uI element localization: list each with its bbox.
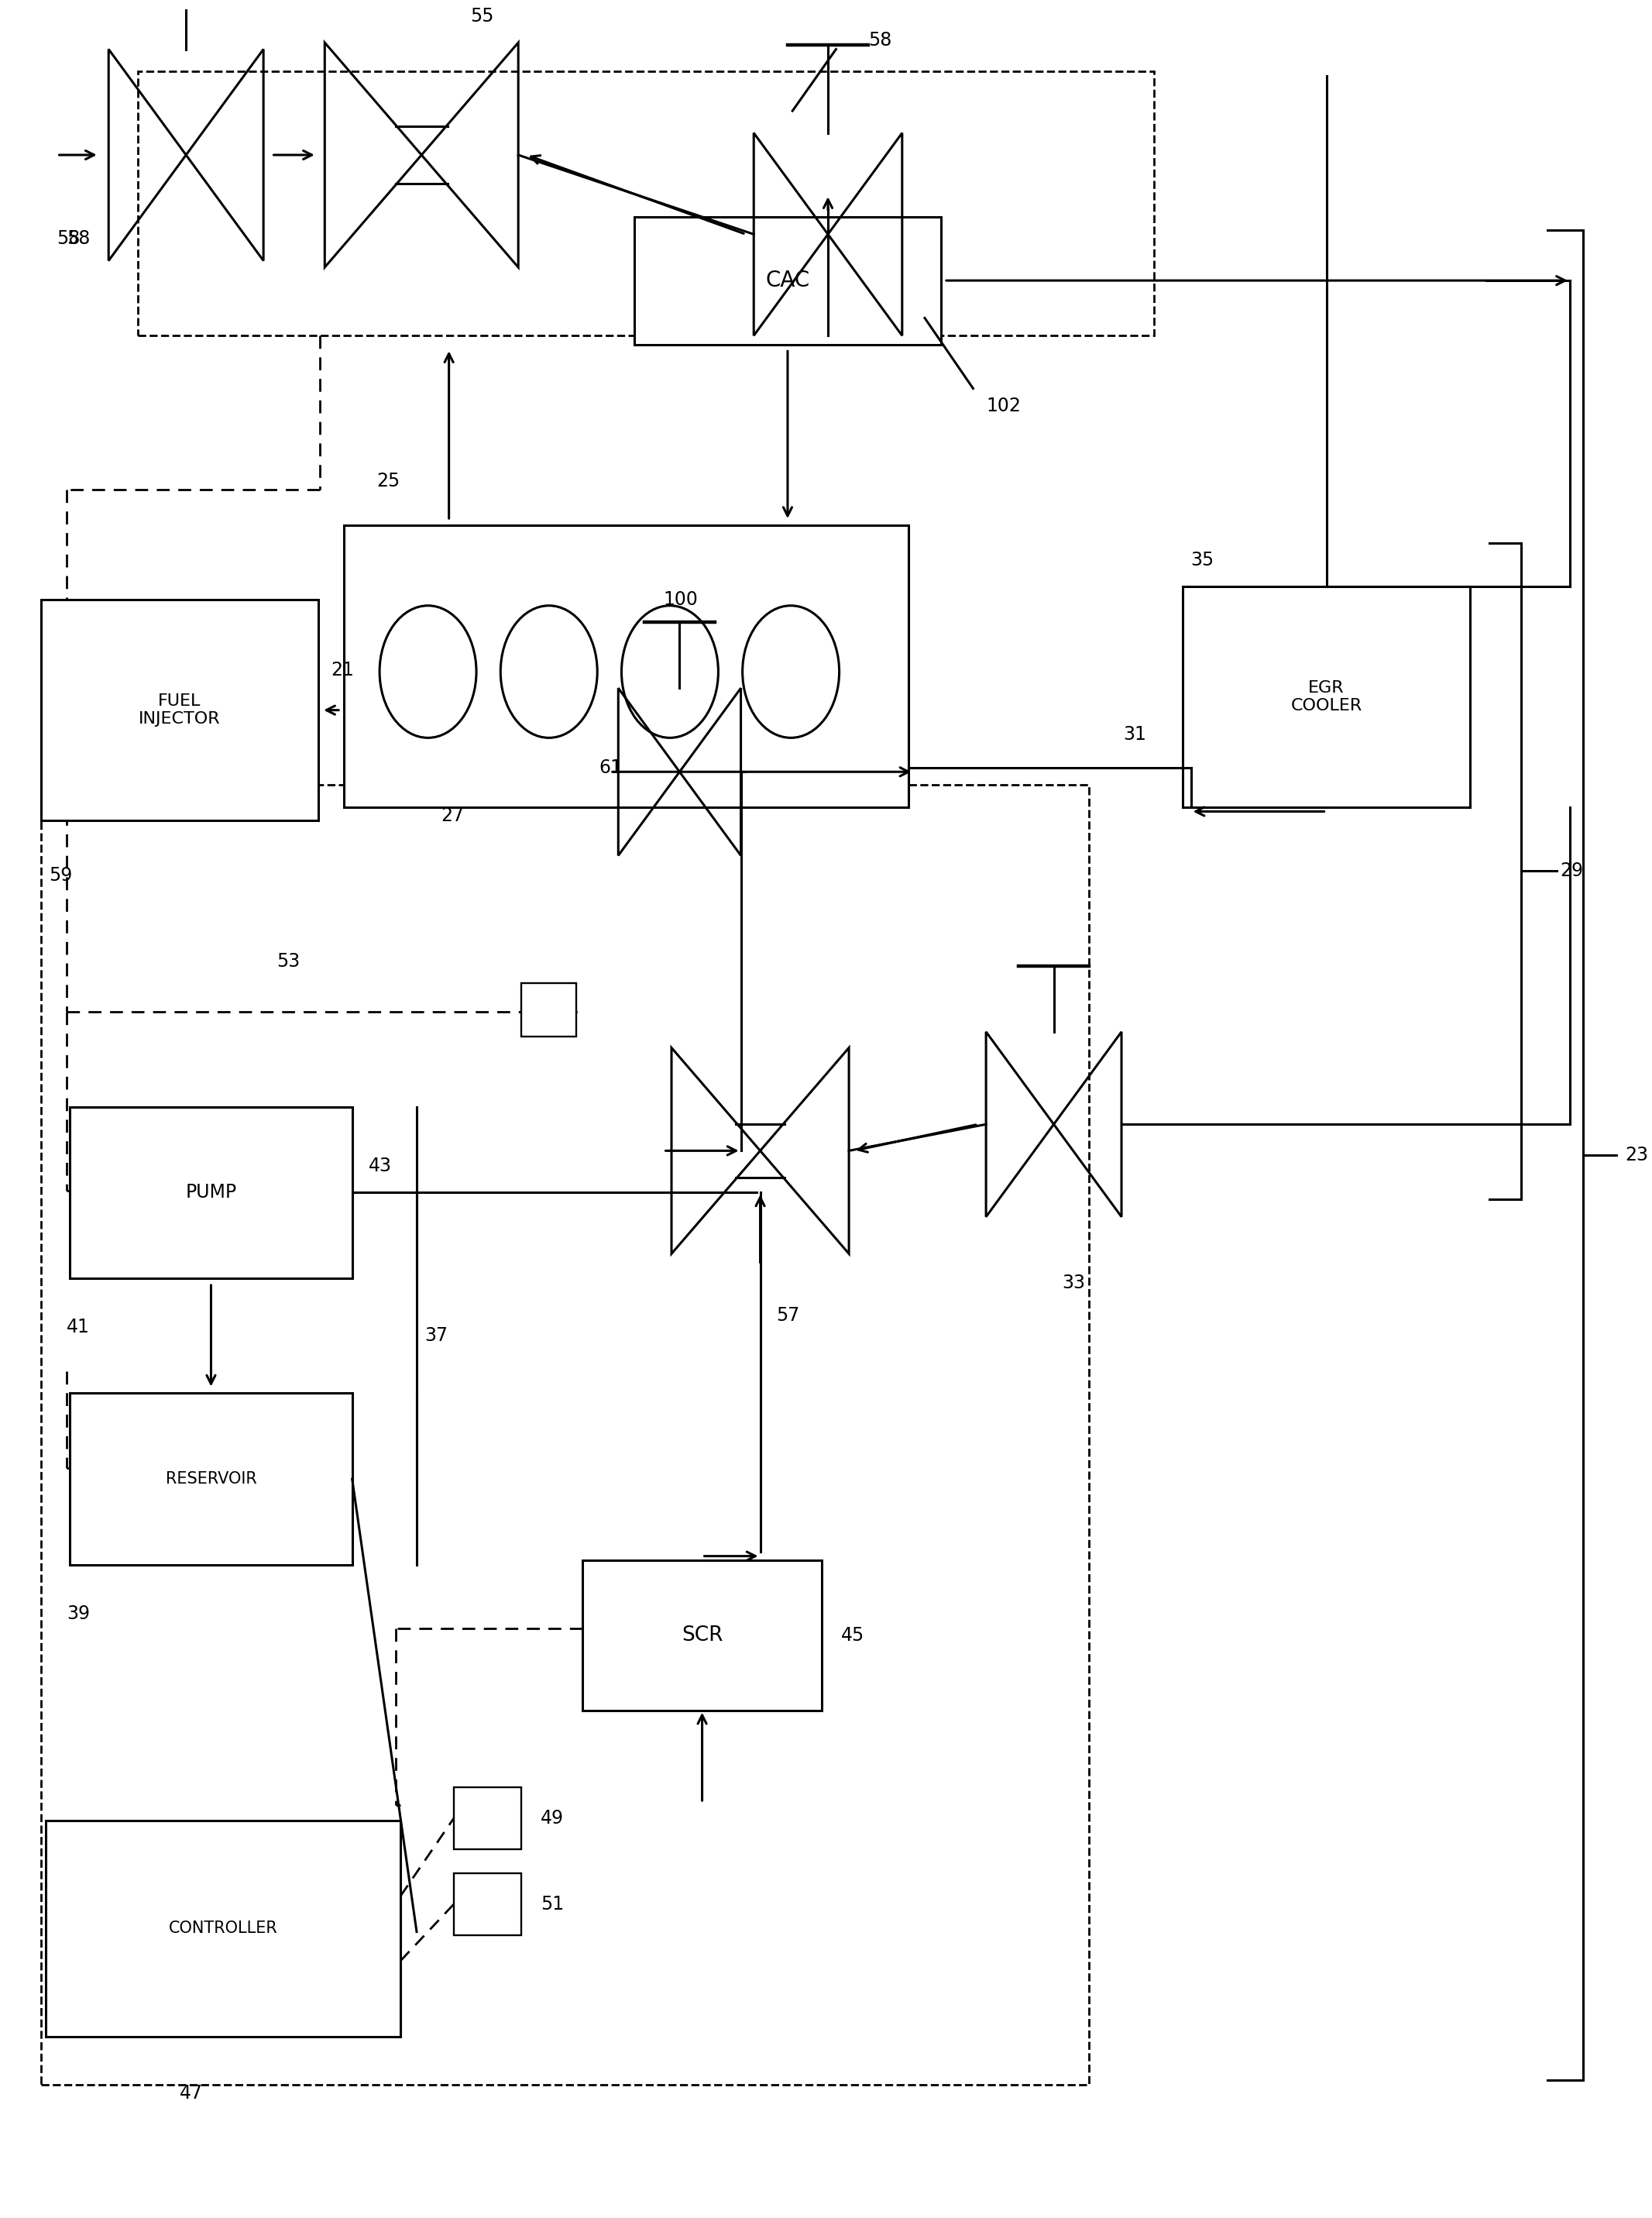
- Text: 58: 58: [66, 228, 91, 248]
- Text: 21: 21: [330, 661, 354, 679]
- Text: 47: 47: [180, 2085, 203, 2103]
- Text: 51: 51: [540, 1894, 565, 1914]
- Text: 39: 39: [66, 1604, 89, 1624]
- Bar: [1183, 588, 1470, 807]
- Text: 59: 59: [50, 865, 73, 885]
- Text: 43: 43: [368, 1158, 392, 1176]
- Text: 29: 29: [1559, 861, 1583, 881]
- Bar: [41, 785, 1089, 2085]
- Text: 33: 33: [1062, 1273, 1085, 1293]
- Bar: [522, 983, 577, 1036]
- Text: RESERVOIR: RESERVOIR: [165, 1471, 256, 1486]
- Bar: [344, 526, 909, 807]
- Bar: [454, 1874, 522, 1934]
- Text: CONTROLLER: CONTROLLER: [169, 1921, 278, 1936]
- Text: 55: 55: [469, 7, 494, 24]
- Text: 35: 35: [1191, 550, 1214, 570]
- Text: 58: 58: [56, 228, 81, 248]
- Bar: [46, 1821, 400, 2036]
- Text: 45: 45: [841, 1626, 864, 1646]
- Text: 27: 27: [441, 807, 464, 825]
- Text: 61: 61: [598, 759, 621, 776]
- Text: CAC: CAC: [765, 271, 809, 291]
- Text: 23: 23: [1624, 1147, 1649, 1164]
- Bar: [69, 1393, 352, 1566]
- Text: FUEL
INJECTOR: FUEL INJECTOR: [139, 694, 220, 728]
- Text: 58: 58: [869, 31, 892, 49]
- Bar: [634, 217, 942, 344]
- Bar: [41, 601, 319, 821]
- Text: 49: 49: [540, 1810, 563, 1828]
- Text: 100: 100: [664, 590, 699, 610]
- Bar: [69, 1107, 352, 1278]
- Text: 53: 53: [276, 952, 299, 971]
- Text: 31: 31: [1123, 725, 1146, 743]
- Text: 57: 57: [776, 1306, 800, 1324]
- Text: SCR: SCR: [681, 1626, 724, 1646]
- Text: PUMP: PUMP: [185, 1184, 236, 1202]
- Bar: [137, 71, 1153, 335]
- Text: 102: 102: [986, 397, 1021, 415]
- Text: 25: 25: [377, 472, 400, 490]
- Text: 41: 41: [66, 1317, 89, 1335]
- Bar: [454, 1788, 522, 1850]
- Bar: [583, 1561, 821, 1710]
- Text: EGR
COOLER: EGR COOLER: [1290, 681, 1361, 714]
- Text: 37: 37: [425, 1326, 448, 1344]
